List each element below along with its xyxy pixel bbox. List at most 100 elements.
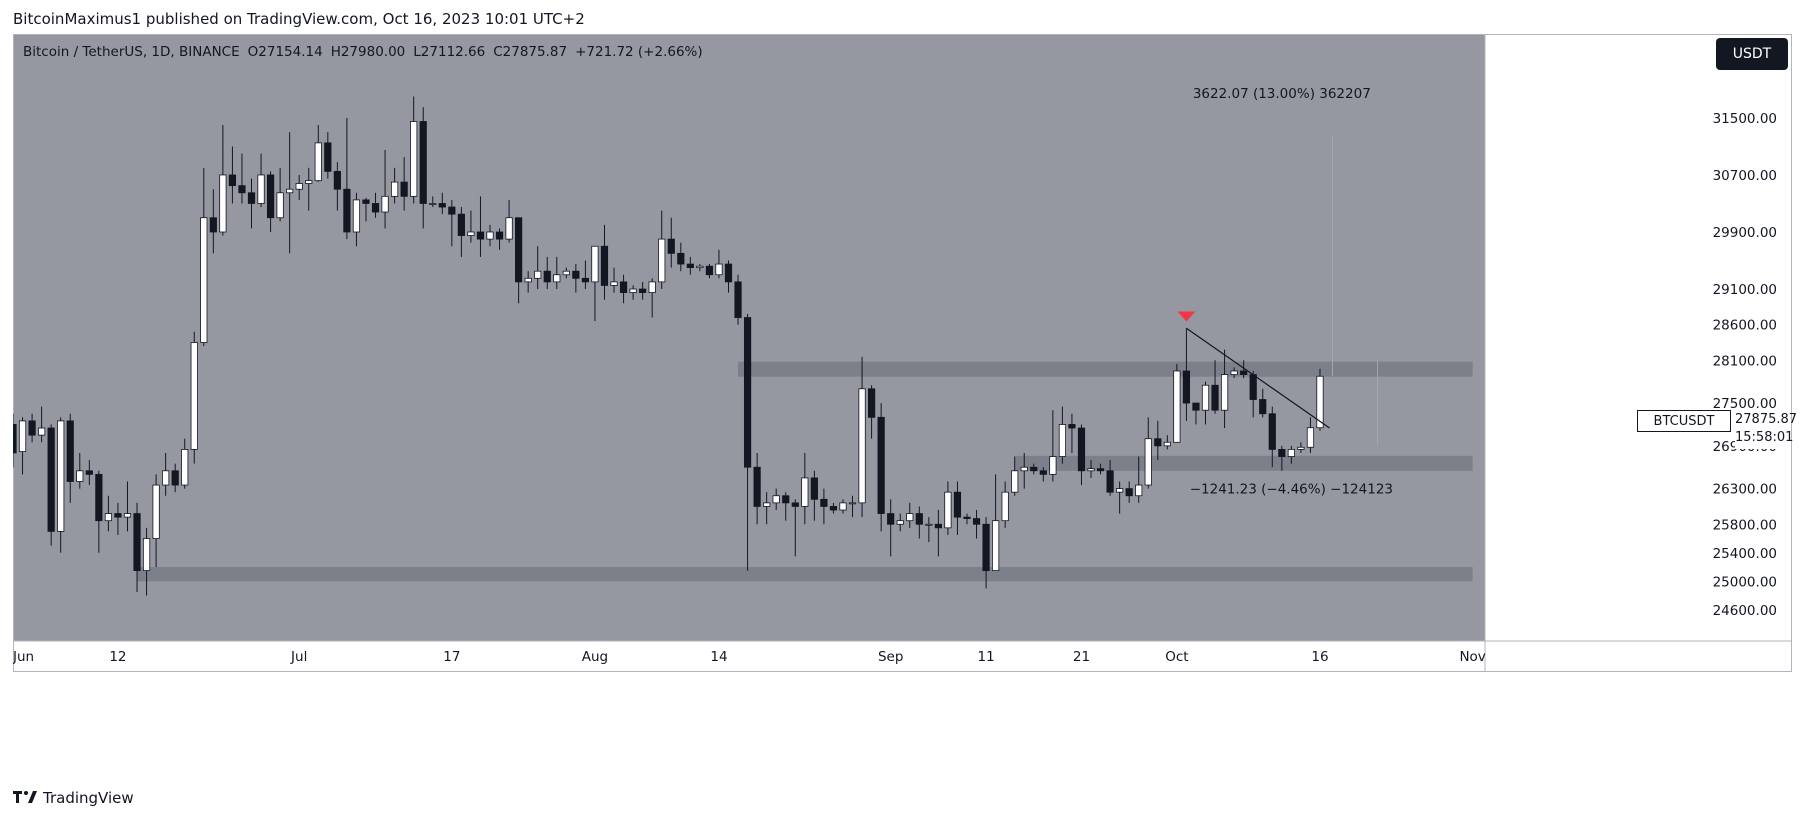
ohlc-low: L27112.66	[413, 44, 486, 60]
candle	[305, 167, 313, 211]
candle	[104, 495, 112, 532]
candle-body-bull	[610, 281, 618, 286]
candle	[1058, 406, 1066, 464]
candle	[858, 356, 866, 518]
candle	[944, 481, 952, 535]
candle-body-bull	[190, 342, 198, 450]
candle-body-bull	[305, 180, 313, 184]
candle-body-bear	[953, 491, 962, 518]
support-zone-mid	[1014, 455, 1473, 471]
candle-body-bull	[286, 188, 294, 194]
tradingview-footer[interactable]: TradingView	[13, 788, 134, 807]
candle	[1192, 402, 1200, 425]
candle	[715, 249, 723, 279]
candle-body-bear	[1240, 370, 1248, 375]
time-tick-label: Aug	[582, 649, 608, 665]
candle-body-bull	[1049, 456, 1057, 475]
candle-body-bear	[743, 317, 752, 468]
candle-body-bear	[734, 281, 742, 318]
candle-body-bear	[1192, 402, 1200, 411]
candle	[1116, 481, 1124, 514]
candle	[85, 460, 93, 486]
candle	[381, 150, 389, 229]
candle-body-bull	[553, 274, 561, 283]
candle	[95, 470, 103, 553]
candle-body-bear	[1211, 384, 1219, 411]
candle-body-bull	[314, 142, 322, 182]
candle-body-bull	[1135, 484, 1143, 497]
candle-body-bear	[753, 466, 761, 507]
candlestick-chart[interactable]: 3622.07 (13.00%) 362207 −1241.23 (−4.46%)…	[13, 34, 1792, 774]
candle	[13, 413, 17, 468]
candle-body-bull	[57, 420, 65, 532]
candle	[1220, 349, 1229, 429]
candle-body-bear	[791, 502, 799, 507]
candle-body-bear	[85, 470, 93, 475]
candle-body-bull	[1220, 374, 1229, 411]
candle	[877, 403, 885, 532]
candle-body-bear	[114, 513, 122, 518]
candle	[1049, 410, 1057, 482]
chart-border	[13, 34, 1792, 672]
candle-body-bear	[782, 495, 790, 504]
symbol-ohlc-bar: Bitcoin / TetherUS, 1D, BINANCE O27154.1…	[23, 44, 703, 60]
time-tick-label: 14	[710, 649, 727, 665]
candle-body-bull	[591, 245, 599, 283]
candle-body-bull	[629, 288, 637, 293]
candle	[791, 499, 799, 557]
candle-body-bull	[219, 174, 227, 233]
candle	[1201, 381, 1210, 425]
candle	[524, 271, 532, 293]
candle	[743, 313, 752, 571]
last-price: 27875.87	[1735, 412, 1798, 427]
candle	[1039, 467, 1047, 482]
candle	[343, 117, 351, 240]
candle-body-bull	[1011, 470, 1019, 493]
candle-body-bear	[1278, 449, 1286, 457]
candle-body-bull	[534, 270, 542, 279]
chart-frame[interactable]: 3622.07 (13.00%) 362207 −1241.23 (−4.46%)…	[13, 34, 1792, 774]
currency-button[interactable]: USDT	[1716, 38, 1788, 70]
candle-body-bull	[1173, 370, 1181, 443]
candle-body-bear	[934, 523, 942, 529]
candle-body-bull	[1020, 466, 1028, 472]
candle-body-bear	[495, 231, 504, 240]
candle	[972, 509, 981, 539]
candle	[686, 256, 694, 275]
candle-body-bear	[333, 170, 341, 190]
candle	[76, 452, 84, 489]
candle-body-bear	[13, 424, 17, 454]
time-tick-label: Sep	[878, 649, 903, 665]
price-tick-label: 25800.00	[1713, 517, 1777, 533]
symbol-price-tag: BTCUSDT	[1637, 410, 1731, 432]
candle	[467, 210, 475, 243]
candle-body-bear	[1268, 413, 1276, 450]
candle	[1077, 424, 1086, 486]
candle	[28, 413, 36, 443]
candle-body-bull	[1087, 468, 1095, 472]
ohlc-change: +721.72 (+2.66%)	[575, 44, 703, 60]
measurement-label: −1241.23 (−4.46%) −124123	[1190, 482, 1393, 498]
candle	[820, 488, 828, 525]
candle	[1135, 456, 1143, 503]
candle-body-bear	[47, 427, 55, 532]
candle-body-bull	[18, 420, 27, 452]
candle-body-bull	[715, 263, 723, 276]
candle	[658, 210, 666, 290]
tradingview-logo-icon	[13, 788, 37, 807]
candle-body-bear	[1068, 424, 1076, 429]
candle-body-bear	[705, 265, 714, 276]
candle-body-bull	[410, 121, 418, 197]
candle-body-bull	[142, 538, 151, 571]
candle	[982, 517, 990, 589]
candle-body-bear	[572, 270, 580, 279]
candle	[66, 413, 74, 503]
candle-body-bear	[1039, 470, 1047, 475]
candle	[648, 278, 656, 318]
candle-body-bull	[696, 265, 704, 269]
candle-body-bull	[562, 270, 570, 276]
candle-body-bear	[28, 420, 36, 436]
candle-body-bull	[1144, 438, 1152, 486]
candle	[1211, 360, 1219, 414]
candle	[1125, 481, 1133, 503]
